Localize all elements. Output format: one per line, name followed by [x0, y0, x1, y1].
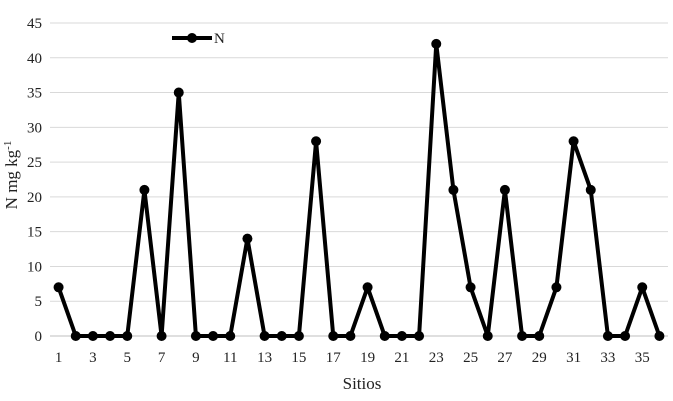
x-tick-label: 9 — [192, 350, 200, 366]
y-tick-label: 40 — [27, 51, 42, 67]
x-axis-title: Sitios — [343, 374, 382, 393]
gridlines — [50, 22, 668, 302]
y-tick-label: 20 — [27, 190, 42, 206]
data-point — [448, 184, 459, 195]
data-point — [328, 331, 339, 341]
data-point — [122, 331, 133, 341]
x-tick-label: 27 — [497, 350, 513, 366]
data-point — [431, 38, 442, 49]
data-point — [190, 331, 201, 341]
data-point — [637, 282, 648, 293]
data-point — [208, 331, 219, 341]
series-n — [53, 38, 665, 341]
x-tick-label: 21 — [394, 350, 409, 366]
data-point — [620, 331, 631, 341]
y-tick-label: 45 — [27, 16, 42, 32]
data-point — [396, 331, 407, 341]
data-point — [465, 282, 476, 293]
data-point — [293, 331, 304, 341]
x-tick-label: 17 — [326, 350, 342, 366]
series-line — [56, 41, 662, 338]
y-tick-label: 10 — [27, 259, 42, 275]
y-axis-title-main: N mg kg — [2, 149, 21, 209]
data-point — [105, 331, 116, 341]
data-point — [414, 331, 425, 341]
data-point — [173, 87, 184, 98]
data-point — [499, 184, 510, 195]
data-point — [568, 136, 579, 147]
x-tick-label: 35 — [635, 350, 650, 366]
data-point — [156, 331, 167, 341]
y-axis-title: N mg kg-1 — [2, 141, 21, 210]
data-point — [482, 331, 493, 341]
x-tick-label: 31 — [566, 350, 581, 366]
data-point — [585, 184, 596, 195]
data-point — [53, 282, 64, 293]
data-point — [139, 184, 150, 195]
data-point — [379, 331, 390, 341]
data-point — [517, 331, 528, 341]
y-tick-label: 0 — [35, 329, 43, 345]
legend-marker — [187, 33, 197, 43]
x-tick-label: 5 — [124, 350, 132, 366]
data-point — [362, 282, 373, 293]
x-tick-label: 29 — [532, 350, 547, 366]
data-point — [654, 331, 665, 341]
x-tick-label: 11 — [223, 350, 237, 366]
y-tick-label: 30 — [27, 120, 42, 136]
data-point — [87, 331, 98, 341]
y-axis-title-superscript: -1 — [2, 141, 14, 150]
x-tick-label: 33 — [600, 350, 615, 366]
x-tick-label: 19 — [360, 350, 375, 366]
data-point — [242, 233, 253, 244]
x-tick-label: 15 — [291, 350, 306, 366]
y-tick-label: 5 — [35, 294, 43, 310]
data-point — [276, 331, 287, 341]
legend: N — [172, 31, 225, 47]
legend-label: N — [214, 31, 225, 47]
x-tick-label: 7 — [158, 350, 166, 366]
data-point — [70, 331, 81, 341]
data-point — [225, 331, 236, 341]
x-tick-labels: 1 3 5 7 9 11 13 15 17 19 21 23 25 27 29 31 33 35 — [55, 350, 650, 366]
y-tick-label: 15 — [27, 225, 42, 241]
x-tick-label: 1 — [55, 350, 63, 366]
data-point — [311, 136, 322, 147]
x-tick-label: 25 — [463, 350, 478, 366]
data-point — [534, 331, 545, 341]
data-point — [259, 331, 270, 341]
x-tick-label: 23 — [429, 350, 444, 366]
x-tick-label: 3 — [89, 350, 97, 366]
data-point — [551, 282, 562, 293]
y-tick-labels: 0 5 10 15 20 25 30 35 40 45 — [27, 16, 42, 345]
data-point — [345, 331, 356, 341]
y-tick-label: 35 — [27, 86, 42, 102]
x-tick-label: 13 — [257, 350, 272, 366]
y-tick-label: 25 — [27, 155, 42, 171]
data-point — [602, 331, 613, 341]
